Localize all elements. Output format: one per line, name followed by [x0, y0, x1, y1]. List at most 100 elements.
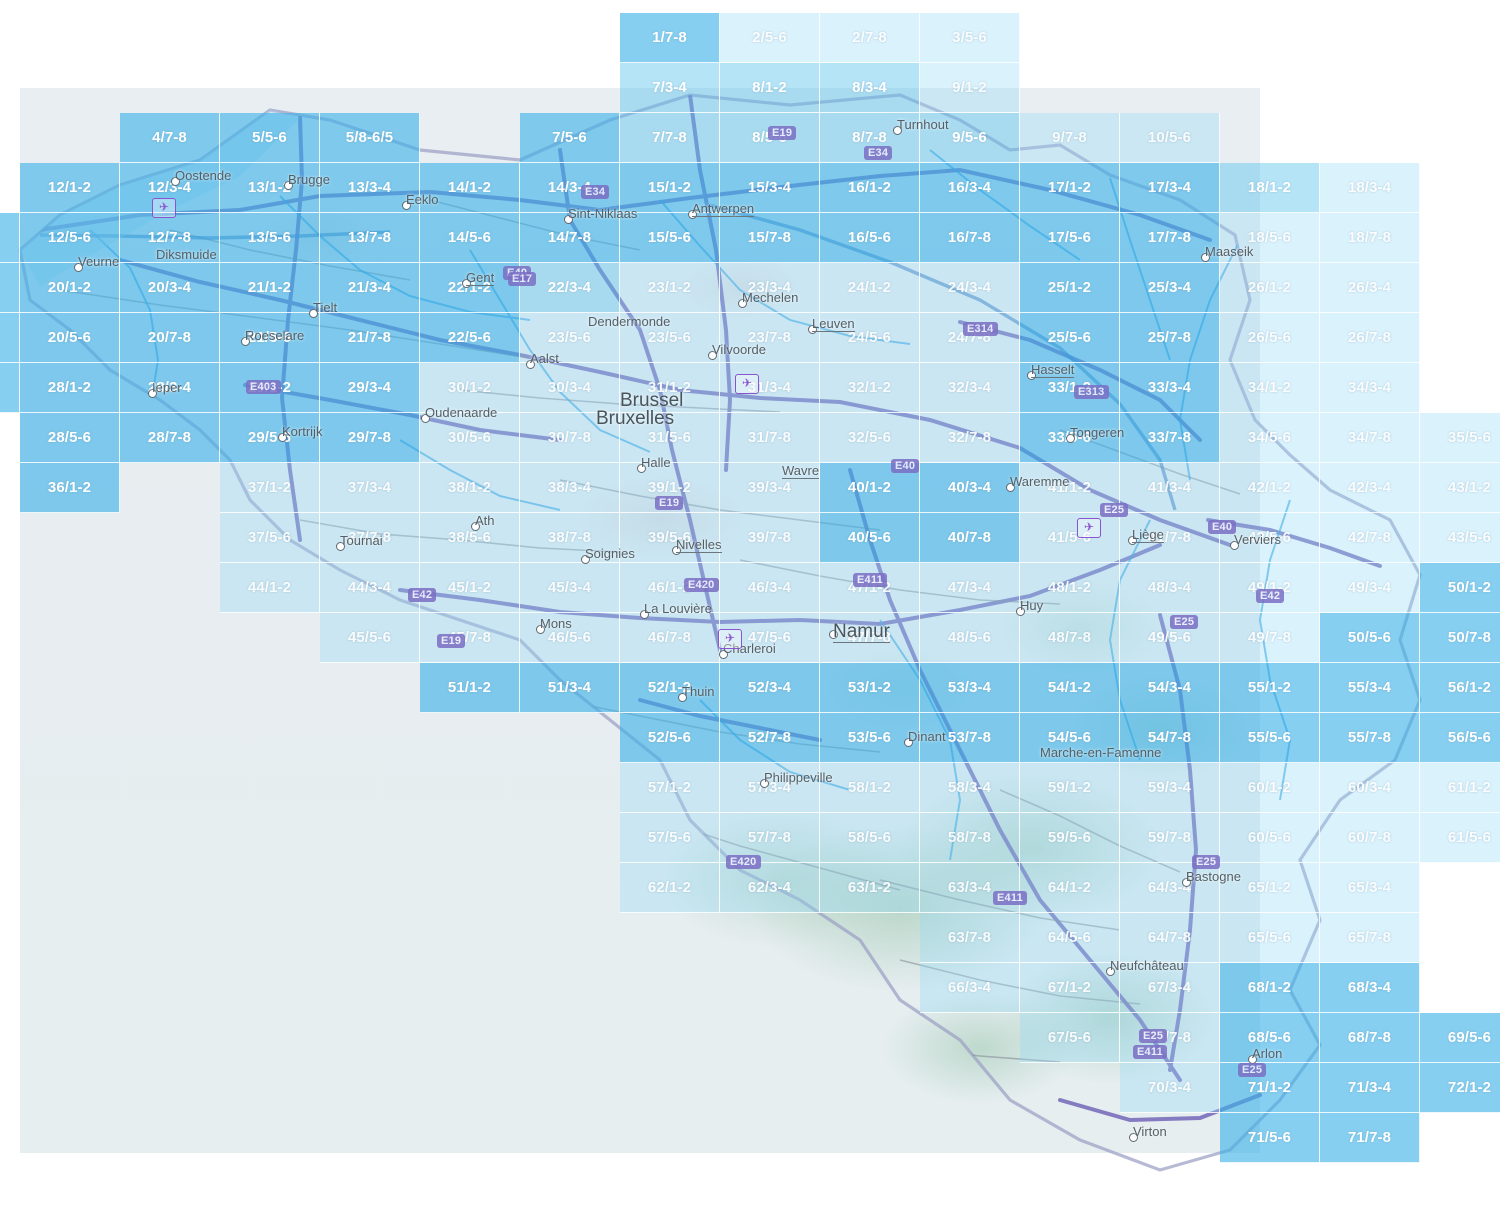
map-sheet-tile[interactable]: 51/1-2	[420, 663, 520, 713]
map-sheet-tile[interactable]: 23/5-6	[620, 313, 720, 363]
map-sheet-tile[interactable]: 39/3-4	[720, 463, 820, 513]
map-sheet-tile[interactable]: 56/5-6	[1420, 713, 1500, 763]
map-sheet-tile[interactable]: 25/1-2	[1020, 263, 1120, 313]
map-sheet-tile[interactable]: 49/3-4	[1320, 563, 1420, 613]
map-sheet-tile[interactable]: 57/1-2	[620, 763, 720, 813]
map-sheet-tile[interactable]: 24/5-6	[820, 313, 920, 363]
map-sheet-tile[interactable]: 59/5-6	[1020, 813, 1120, 863]
map-sheet-tile[interactable]: 23/1-2	[620, 263, 720, 313]
map-sheet-tile[interactable]: 26/7-8	[1320, 313, 1420, 363]
map-sheet-tile[interactable]: 32/3-4	[920, 363, 1020, 413]
map-sheet-tile[interactable]: 34/1-2	[1220, 363, 1320, 413]
map-sheet-tile[interactable]: 60/5-6	[1220, 813, 1320, 863]
map-sheet-tile[interactable]: 31/1-2	[620, 363, 720, 413]
map-sheet-tile[interactable]: 49/5-6	[1120, 613, 1220, 663]
map-sheet-tile[interactable]: 59/1-2	[1020, 763, 1120, 813]
map-sheet-tile[interactable]: 7/5-6	[520, 113, 620, 163]
map-sheet-tile[interactable]: 68/7-8	[1320, 1013, 1420, 1063]
map-sheet-tile[interactable]: 62/1-2	[620, 863, 720, 913]
map-sheet-tile[interactable]: 65/3-4	[1320, 863, 1420, 913]
map-sheet-tile[interactable]: 70/3-4	[1120, 1063, 1220, 1113]
map-sheet-tile[interactable]: 41/3-4	[1120, 463, 1220, 513]
map-sheet-tile[interactable]: 35/5-6	[1420, 413, 1500, 463]
map-sheet-tile[interactable]: 16/5-6	[820, 213, 920, 263]
map-sheet-tile[interactable]: 54/1-2	[1020, 663, 1120, 713]
map-sheet-tile[interactable]: 14/5-6	[420, 213, 520, 263]
map-sheet-tile[interactable]: 34/5-6	[1220, 413, 1320, 463]
map-sheet-tile[interactable]: 58/5-6	[820, 813, 920, 863]
map-sheet-tile[interactable]: 41/7-8	[1120, 513, 1220, 563]
map-sheet-tile[interactable]: 48/5-6	[920, 613, 1020, 663]
map-sheet-tile[interactable]: 68/5-6	[1220, 1013, 1320, 1063]
map-sheet-tile[interactable]: 42/7-8	[1320, 513, 1420, 563]
map-sheet-tile[interactable]: 19/7-8	[0, 313, 20, 363]
map-sheet-tile[interactable]: 22/3-4	[520, 263, 620, 313]
map-sheet-tile[interactable]: 16/1-2	[820, 163, 920, 213]
map-sheet-tile[interactable]: 65/1-2	[1220, 863, 1320, 913]
map-sheet-tile[interactable]: 38/7-8	[520, 513, 620, 563]
map-sheet-tile[interactable]: 44/1-2	[220, 563, 320, 613]
map-sheet-tile[interactable]: 45/7-8	[420, 613, 520, 663]
map-sheet-tile[interactable]: 57/5-6	[620, 813, 720, 863]
map-sheet-tile[interactable]: 65/5-6	[1220, 913, 1320, 963]
map-sheet-tile[interactable]: 71/7-8	[1320, 1113, 1420, 1163]
map-sheet-tile[interactable]: 64/7-8	[1120, 913, 1220, 963]
map-sheet-tile[interactable]: 33/7-8	[1120, 413, 1220, 463]
map-sheet-tile[interactable]: 5/8-6/5	[320, 113, 420, 163]
map-sheet-tile[interactable]: 27/3-4	[0, 363, 20, 413]
map-sheet-tile[interactable]: 20/5-6	[20, 313, 120, 363]
map-sheet-tile[interactable]: 68/1-2	[1220, 963, 1320, 1013]
map-sheet-tile[interactable]: 30/7-8	[520, 413, 620, 463]
map-sheet-tile[interactable]: 50/1-2	[1420, 563, 1500, 613]
map-sheet-tile[interactable]: 25/5-6	[1020, 313, 1120, 363]
map-sheet-tile[interactable]: 34/7-8	[1320, 413, 1420, 463]
map-sheet-tile[interactable]: 63/7-8	[920, 913, 1020, 963]
map-sheet-tile[interactable]: 30/3-4	[520, 363, 620, 413]
map-sheet-tile[interactable]: 61/1-2	[1420, 763, 1500, 813]
map-sheet-tile[interactable]: 21/3-4	[320, 263, 420, 313]
map-sheet-tile[interactable]: 40/3-4	[920, 463, 1020, 513]
map-sheet-tile[interactable]: 20/3-4	[120, 263, 220, 313]
map-sheet-tile[interactable]: 59/7-8	[1120, 813, 1220, 863]
map-sheet-tile[interactable]: 39/5-6	[620, 513, 720, 563]
map-sheet-tile[interactable]: 15/7-8	[720, 213, 820, 263]
map-sheet-tile[interactable]: 23/7-8	[720, 313, 820, 363]
map-sheet-tile[interactable]: 40/5-6	[820, 513, 920, 563]
map-sheet-tile[interactable]: 55/3-4	[1320, 663, 1420, 713]
map-sheet-tile[interactable]: 9/5-6	[920, 113, 1020, 163]
map-sheet-tile[interactable]: 58/1-2	[820, 763, 920, 813]
map-sheet-tile[interactable]: 53/7-8	[920, 713, 1020, 763]
map-sheet-tile[interactable]: 52/5-6	[620, 713, 720, 763]
map-sheet-tile[interactable]: 72/1-2	[1420, 1063, 1500, 1113]
map-sheet-tile[interactable]: 52/1-2	[620, 663, 720, 713]
map-sheet-tile[interactable]: 36/1-2	[20, 463, 120, 513]
map-sheet-tile[interactable]: 47/3-4	[920, 563, 1020, 613]
map-sheet-tile[interactable]: 17/5-6	[1020, 213, 1120, 263]
map-sheet-tile[interactable]: 71/3-4	[1320, 1063, 1420, 1113]
map-sheet-tile[interactable]: 51/3-4	[520, 663, 620, 713]
map-sheet-tile[interactable]: 19/3-4	[0, 263, 20, 313]
map-sheet-tile[interactable]: 22/5-6	[420, 313, 520, 363]
map-sheet-tile[interactable]: 18/3-4	[1320, 163, 1420, 213]
map-sheet-tile[interactable]: 42/1-2	[1220, 463, 1320, 513]
map-sheet-tile[interactable]: 37/1-2	[220, 463, 320, 513]
map-sheet-tile[interactable]: 38/1-2	[420, 463, 520, 513]
map-sheet-tile[interactable]: 61/5-6	[1420, 813, 1500, 863]
map-sheet-tile[interactable]: 15/1-2	[620, 163, 720, 213]
map-sheet-tile[interactable]: 47/1-2	[820, 563, 920, 613]
map-sheet-tile[interactable]: 65/7-8	[1320, 913, 1420, 963]
map-sheet-tile[interactable]: 39/7-8	[720, 513, 820, 563]
map-sheet-tile[interactable]: 41/5-6	[1020, 513, 1120, 563]
map-sheet-tile[interactable]: 53/1-2	[820, 663, 920, 713]
map-sheet-tile[interactable]: 54/3-4	[1120, 663, 1220, 713]
map-sheet-tile[interactable]: 60/7-8	[1320, 813, 1420, 863]
map-sheet-tile[interactable]: 2/5-6	[720, 13, 820, 63]
map-sheet-tile[interactable]: 25/7-8	[1120, 313, 1220, 363]
map-sheet-tile[interactable]: 20/7-8	[120, 313, 220, 363]
map-sheet-tile[interactable]: 57/7-8	[720, 813, 820, 863]
map-sheet-tile[interactable]: 31/7-8	[720, 413, 820, 463]
map-sheet-tile[interactable]: 37/5-6	[220, 513, 320, 563]
map-sheet-tile[interactable]: 67/3-4	[1120, 963, 1220, 1013]
map-sheet-tile[interactable]: 15/5-6	[620, 213, 720, 263]
map-sheet-tile[interactable]: 24/7-8	[920, 313, 1020, 363]
